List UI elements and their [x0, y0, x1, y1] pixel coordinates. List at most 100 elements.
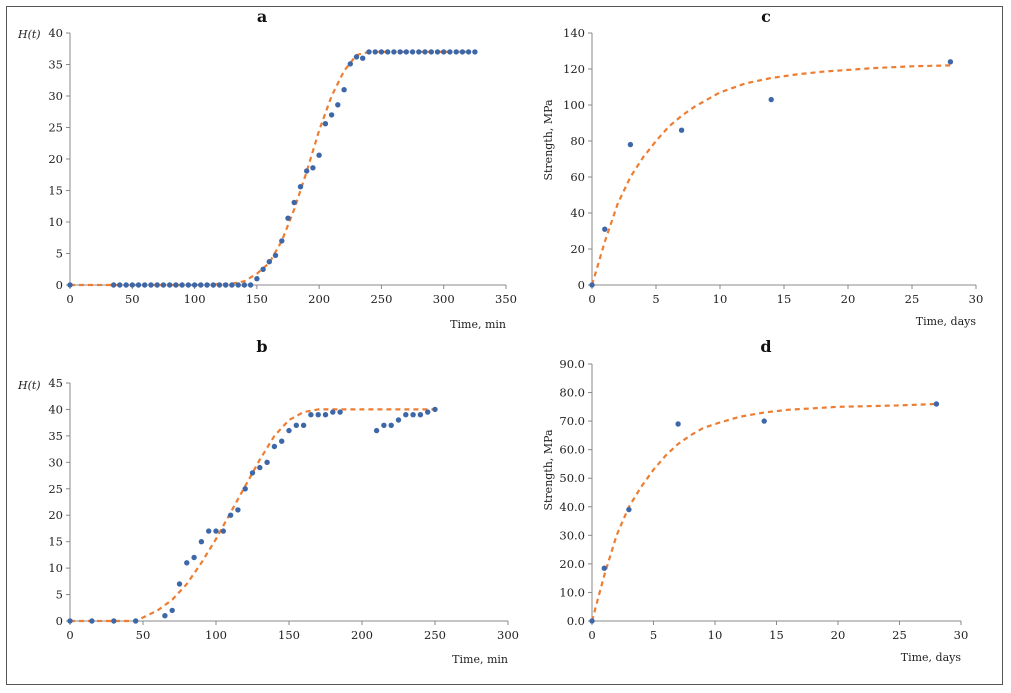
data-point	[322, 412, 329, 418]
data-point	[148, 282, 154, 288]
data-point	[210, 282, 216, 288]
data-point	[111, 618, 117, 624]
x-tick-label: 10	[713, 292, 728, 306]
x-tick-label: 15	[777, 292, 792, 306]
data-point	[162, 613, 168, 619]
data-point	[678, 127, 685, 133]
data-point	[123, 282, 129, 288]
x-tick-label: 0	[66, 292, 73, 306]
x-tick-label: 50	[125, 292, 140, 306]
data-point	[403, 412, 409, 418]
x-axis-label: Time, days	[916, 315, 977, 328]
y-tick-label: 15	[48, 535, 63, 549]
data-point	[247, 282, 254, 288]
y-tick-label: 30.0	[559, 528, 585, 542]
data-point	[373, 427, 380, 434]
data-point	[279, 238, 285, 244]
x-tick-label: 50	[136, 628, 151, 642]
x-tick-label: 350	[495, 292, 517, 306]
data-point	[254, 276, 260, 282]
y-tick-label: 10	[48, 215, 63, 229]
x-tick-label: 15	[769, 628, 784, 642]
x-tick-label: 0	[66, 628, 73, 642]
data-point	[337, 409, 343, 415]
x-tick-label: 300	[497, 628, 519, 642]
x-axis-label: Time, days	[901, 651, 962, 664]
chart-panel-b: b 0 50 100 150 200 250 300 0 5 10 15 20 25 30 35 40 45 Tim…	[17, 337, 519, 666]
data-point	[432, 406, 438, 413]
y-tick-label: 0	[578, 278, 585, 292]
y-tick-label: 20	[48, 508, 63, 522]
data-point	[388, 422, 394, 428]
data-point	[459, 49, 466, 55]
data-point	[154, 282, 160, 288]
y-tick-label: 40	[48, 402, 63, 416]
data-point	[366, 49, 372, 55]
data-point	[330, 409, 336, 415]
data-point	[395, 417, 402, 423]
data-point	[185, 282, 191, 288]
data-point	[198, 539, 205, 545]
data-point	[447, 49, 453, 55]
panel-letter: c	[761, 7, 771, 26]
data-point	[133, 618, 139, 624]
y-tick-label: 35	[48, 58, 63, 72]
data-point	[220, 528, 226, 534]
data-point	[160, 282, 167, 288]
y-tick-label: 20.0	[559, 557, 585, 571]
y-tick-label: 25	[48, 121, 63, 135]
data-point	[328, 112, 335, 118]
y-tick-label: 30	[48, 455, 63, 469]
data-point	[403, 49, 409, 55]
data-point	[347, 61, 353, 67]
data-point	[235, 507, 241, 513]
x-tick-label: 5	[650, 628, 657, 642]
y-tick-label: 10.0	[559, 585, 585, 599]
data-point	[315, 412, 321, 418]
data-point	[272, 252, 279, 259]
y-tick-label: 10	[48, 561, 63, 575]
data-point	[300, 422, 307, 428]
y-tick-label: 80.0	[559, 386, 585, 400]
x-tick-label: 25	[892, 628, 907, 642]
data-point	[434, 49, 441, 55]
y-tick-label: 40	[570, 206, 585, 220]
data-point	[227, 512, 234, 518]
data-point	[184, 560, 190, 566]
x-tick-label: 150	[278, 628, 300, 642]
data-point	[264, 459, 270, 465]
x-axis-label: Time, min	[450, 318, 506, 331]
data-point	[768, 96, 774, 103]
data-point	[260, 266, 266, 272]
y-tick-label: 0.0	[567, 614, 585, 628]
data-point	[142, 282, 148, 288]
data-point	[241, 282, 248, 288]
y-tick-label: 0	[56, 614, 63, 628]
data-point	[627, 141, 634, 148]
y-tick-label: 50.0	[559, 471, 585, 485]
data-point	[416, 49, 422, 55]
data-point	[425, 409, 431, 415]
data-point	[322, 121, 329, 127]
data-point	[169, 607, 175, 614]
data-point	[223, 282, 229, 288]
data-point	[242, 486, 248, 492]
data-point	[409, 49, 416, 55]
x-tick-label: 0	[588, 628, 595, 642]
data-point	[198, 282, 204, 288]
chart-panel-c: c 0 5 10 15 20 25 30 0 20 40 60 80 100 120 140 Time, day…	[542, 7, 983, 328]
data-point	[304, 168, 310, 174]
data-point	[372, 49, 378, 55]
x-tick-label: 250	[370, 292, 392, 306]
data-point	[285, 215, 291, 221]
data-point	[316, 152, 322, 158]
data-point	[397, 49, 403, 55]
x-tick-label: 30	[954, 628, 969, 642]
data-point	[335, 102, 341, 108]
data-point	[675, 421, 681, 427]
data-point	[391, 49, 397, 55]
data-point	[589, 618, 595, 624]
data-point	[947, 59, 954, 65]
data-point	[167, 282, 173, 288]
